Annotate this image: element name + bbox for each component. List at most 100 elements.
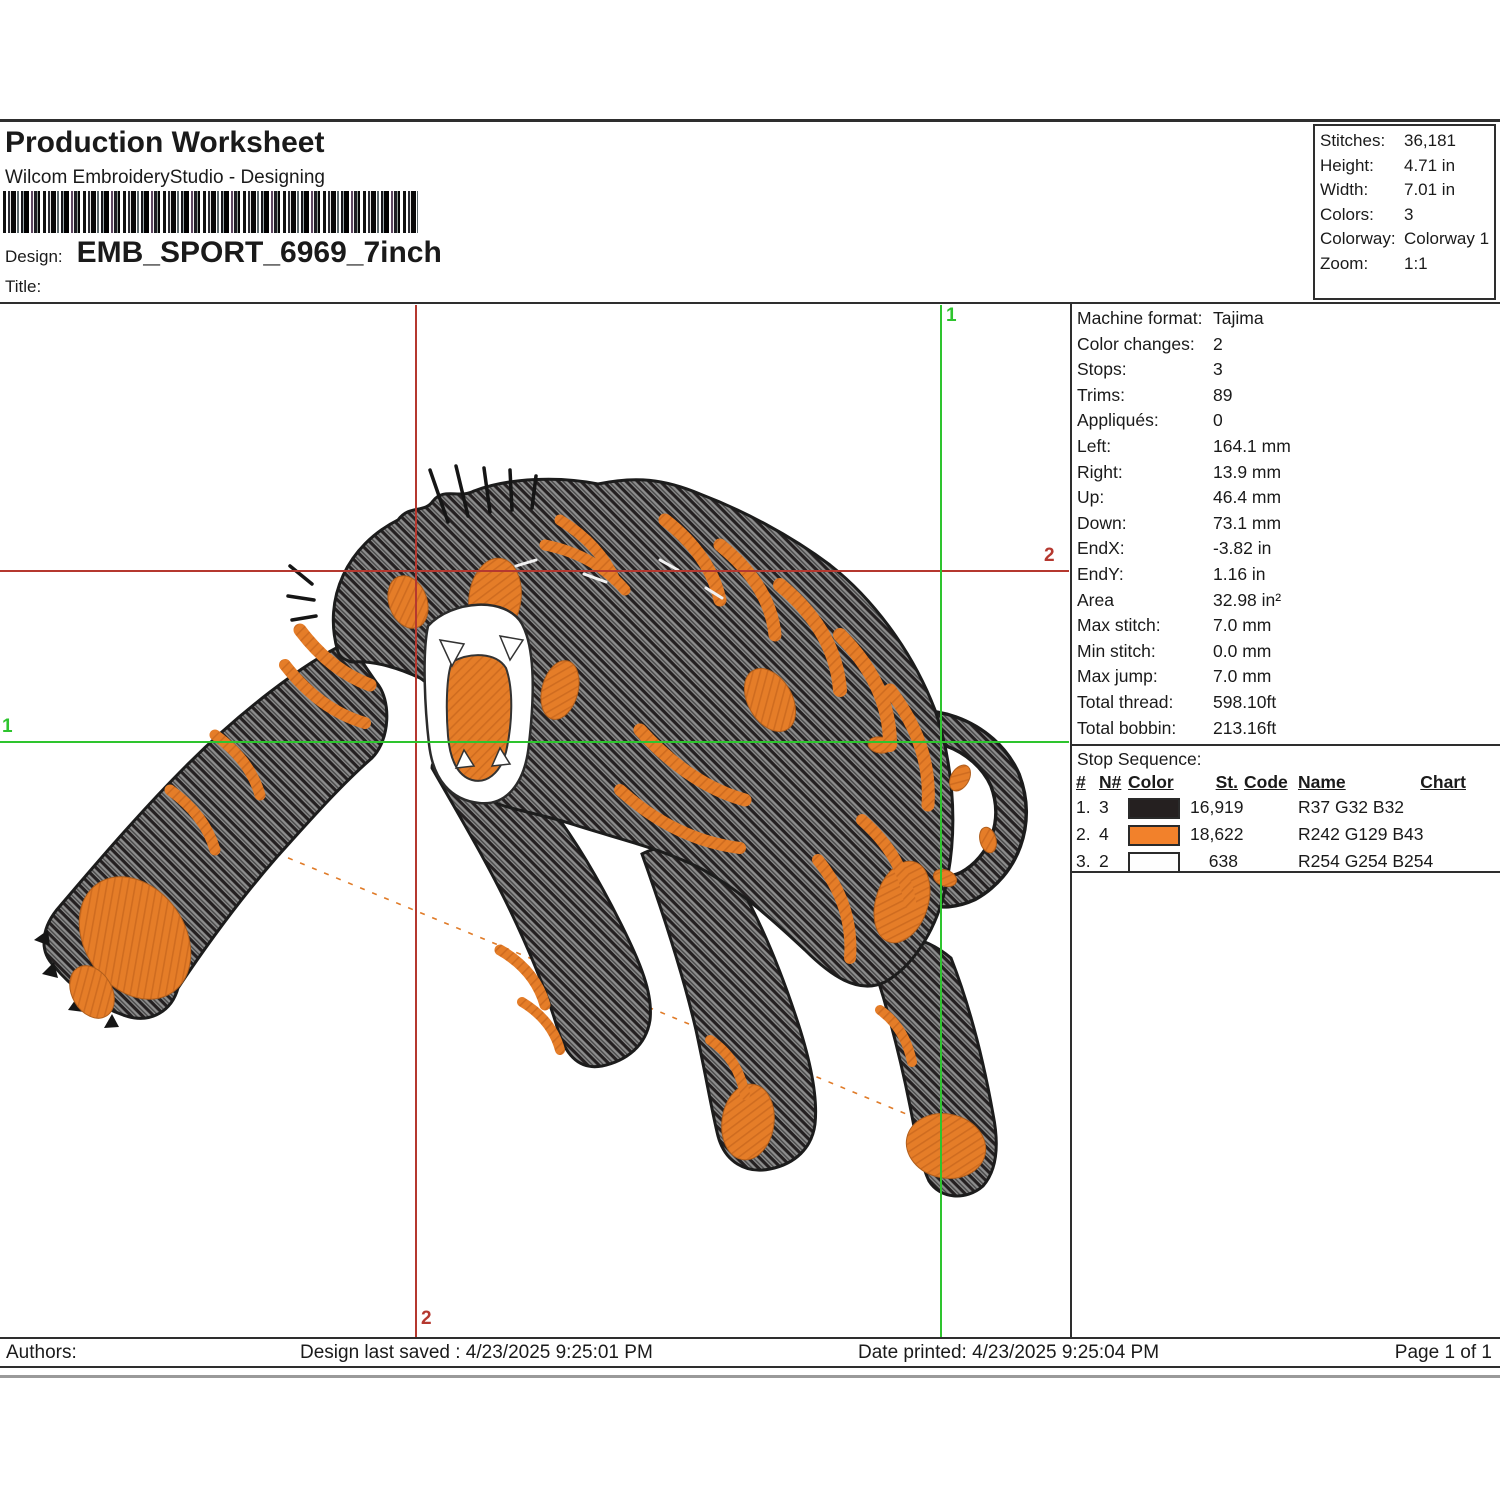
stop-row-name: R254 G254 B254	[1298, 851, 1434, 871]
machine-info-row: Machine format: Tajima	[1077, 306, 1495, 332]
stop-row-num: 1.	[1076, 797, 1091, 817]
stop-row-stitches: 18,622	[1190, 824, 1244, 844]
machine-info-value: 13.9 mm	[1213, 461, 1282, 482]
summary-label: Height:	[1320, 155, 1374, 175]
machine-info-row: Appliqués: 0	[1077, 408, 1495, 434]
summary-value: Colorway 1	[1404, 229, 1490, 249]
red-guide-vertical	[415, 305, 417, 1337]
machine-info-value: 0	[1213, 410, 1223, 431]
stop-row-stitches: 16,919	[1190, 797, 1244, 817]
machine-info-label: Area	[1077, 589, 1114, 610]
red-guide-bottom-label: 2	[421, 1308, 432, 1329]
design-name: EMB_SPORT_6969_7inch	[76, 236, 442, 269]
machine-info-row: Down: 73.1 mm	[1077, 511, 1495, 537]
machine-info-value: 89	[1213, 384, 1233, 405]
stop-row-needle: 4	[1099, 824, 1109, 844]
col-header-num: #	[1076, 772, 1086, 792]
machine-info-label: Max stitch:	[1077, 615, 1161, 636]
red-guide-horizontal	[0, 570, 1069, 572]
machine-info-row: Right: 13.9 mm	[1077, 460, 1495, 486]
design-barcode	[3, 191, 418, 233]
summary-value: 4.71 in	[1404, 155, 1456, 175]
machine-info-value: 164.1 mm	[1213, 435, 1291, 456]
footer-bar: Authors: Design last saved : 4/23/2025 9…	[0, 1337, 1500, 1368]
green-guide-horizontal	[0, 741, 1069, 743]
machine-info-label: EndX:	[1077, 538, 1125, 559]
machine-info-label: Trims:	[1077, 384, 1125, 405]
machine-info-row: Area 32.98 in²	[1077, 588, 1495, 614]
machine-info-label: Down:	[1077, 512, 1127, 533]
title-label: Title:	[5, 277, 42, 296]
summary-value: 3	[1404, 204, 1414, 224]
machine-info-value: Tajima	[1213, 308, 1264, 328]
machine-info-value: 7.0 mm	[1213, 666, 1272, 687]
machine-info-label: Total bobbin:	[1077, 717, 1177, 738]
machine-info-row: Color changes: 2	[1077, 332, 1495, 358]
tiger-orange-markings	[69, 513, 997, 1179]
summary-value: 36,181	[1404, 131, 1456, 150]
stop-sequence-title: Stop Sequence:	[1077, 749, 1202, 769]
date-printed-text: Date printed: 4/23/2025 9:25:04 PM	[858, 1342, 1160, 1363]
machine-info-label: Color changes:	[1077, 333, 1195, 354]
stop-row-stitches: 638	[1208, 851, 1238, 871]
machine-info-row: Min stitch: 0.0 mm	[1077, 639, 1495, 665]
machine-info-label: Machine format:	[1077, 308, 1203, 328]
col-header-chart: Chart	[1420, 772, 1466, 792]
machine-info-label: Stops:	[1077, 359, 1127, 380]
design-label: Design:	[5, 247, 63, 266]
machine-info-value: 1.16 in	[1213, 563, 1266, 584]
summary-row: Height: 4.71 in	[1320, 154, 1494, 179]
green-guide-top-label: 1	[946, 305, 957, 326]
machine-info-value: 213.16ft	[1213, 717, 1277, 738]
tiger-whiskers	[286, 464, 538, 622]
red-guide-right-label: 2	[1044, 545, 1055, 566]
summary-label: Stitches:	[1320, 131, 1386, 150]
machine-info-row: EndY: 1.16 in	[1077, 562, 1495, 588]
right-panel-border	[1070, 303, 1072, 1337]
col-header-code: Code	[1244, 772, 1288, 792]
page-title: Production Worksheet	[5, 126, 325, 159]
machine-info-row: Max stitch: 7.0 mm	[1077, 613, 1495, 639]
summary-label: Colors:	[1320, 204, 1374, 224]
machine-info-value: 32.98 in²	[1213, 589, 1282, 610]
summary-row: Colorway: Colorway 1	[1320, 227, 1494, 252]
machine-info-row: Trims: 89	[1077, 383, 1495, 409]
summary-label: Colorway:	[1320, 229, 1396, 249]
machine-info-row: Up: 46.4 mm	[1077, 485, 1495, 511]
machine-info-label: Right:	[1077, 461, 1123, 482]
tiger-design-canvas	[34, 464, 1029, 1198]
summary-value: 7.01 in	[1404, 180, 1456, 200]
summary-label: Zoom:	[1320, 253, 1369, 273]
thread-color-swatch	[1128, 798, 1180, 819]
page-edge-shadow	[0, 1375, 1500, 1378]
stop-row-needle: 2	[1099, 851, 1109, 871]
last-saved-text: Design last saved : 4/23/2025 9:25:01 PM	[300, 1342, 653, 1363]
machine-info-row: Total bobbin: 213.16ft	[1077, 716, 1495, 742]
summary-row: Width: 7.01 in	[1320, 178, 1494, 203]
machine-info-value: 598.10ft	[1213, 691, 1277, 712]
summary-label: Width:	[1320, 180, 1369, 200]
machine-info-value: 2	[1213, 333, 1223, 354]
authors-label: Authors:	[6, 1342, 77, 1363]
header-bottom-border	[0, 302, 1500, 304]
col-header-color: Color	[1128, 772, 1174, 792]
machine-info-label: Max jump:	[1077, 666, 1158, 687]
stop-sequence-bottom-divider	[1070, 871, 1500, 873]
machine-info-label: Total thread:	[1077, 691, 1174, 712]
summary-row: Zoom: 1:1	[1320, 252, 1494, 277]
tiger-mouth	[423, 603, 534, 805]
green-guide-left-label: 1	[2, 716, 13, 737]
machine-info-value: 46.4 mm	[1213, 487, 1282, 508]
col-header-needle: N#	[1099, 772, 1122, 792]
machine-info-value: 0.0 mm	[1213, 640, 1272, 661]
stop-row-num: 2.	[1076, 824, 1091, 844]
machine-info-value: 7.0 mm	[1213, 615, 1272, 636]
machine-info-row: Stops: 3	[1077, 357, 1495, 383]
stop-row-name: R242 G129 B43	[1298, 824, 1424, 844]
machine-info-label: Left:	[1077, 435, 1112, 456]
stop-row-needle: 3	[1099, 797, 1109, 817]
summary-row: Stitches: 36,181	[1320, 129, 1494, 154]
col-header-stitches: St.	[1215, 772, 1238, 792]
col-header-name: Name	[1298, 772, 1346, 792]
